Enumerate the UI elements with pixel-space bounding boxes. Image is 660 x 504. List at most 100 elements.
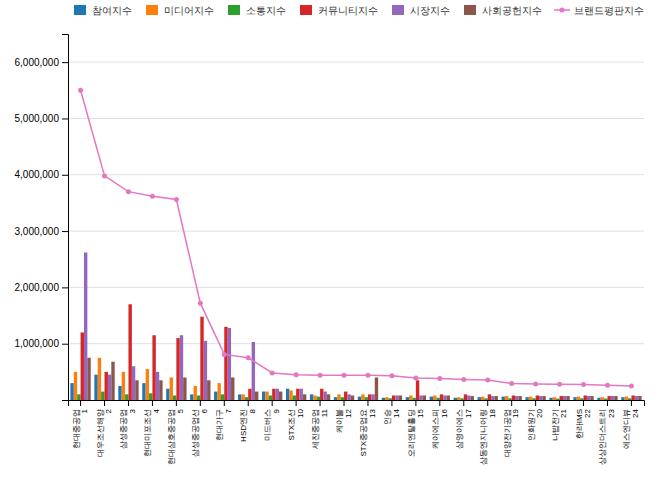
x-tick-label-line: STX조선: [287, 409, 296, 441]
bar: [375, 377, 378, 400]
x-tick-label: 미드버스9: [263, 408, 281, 441]
bar: [286, 389, 289, 400]
bar: [262, 392, 265, 400]
bar: [406, 397, 409, 400]
legend-item: 커뮤니티지수: [300, 5, 378, 16]
bar: [392, 395, 395, 400]
legend-swatch: [392, 5, 404, 15]
bar: [159, 380, 162, 400]
x-tick-mark: [272, 400, 273, 406]
x-tick-mark: [631, 400, 632, 406]
bar: [176, 338, 179, 400]
bar: [635, 396, 638, 400]
bar: [443, 395, 446, 400]
bar: [248, 389, 251, 400]
bar: [573, 397, 576, 400]
x-tick-label: 세진중공업11: [311, 408, 329, 449]
legend-item: 참여지수: [74, 5, 132, 16]
x-tick-mark: [439, 400, 440, 406]
bar: [241, 394, 244, 400]
bar: [587, 396, 590, 400]
y-tick: 6,000,000: [15, 57, 69, 68]
x-tick-label-line: 삼동엔지니어링: [479, 409, 488, 465]
y-tick-mark: [62, 231, 68, 232]
x-tick-label-line: 17: [464, 408, 473, 417]
bar: [553, 397, 556, 400]
line-marker: [365, 373, 370, 378]
x-tick-label-line: 현대중공업: [72, 409, 81, 449]
bar: [351, 395, 354, 400]
line-marker: [581, 382, 586, 387]
bar: [190, 394, 193, 400]
legend-item: 시장지수: [392, 5, 450, 16]
legend-label: 소통지수: [246, 5, 286, 16]
legend-label: 브랜드평판지수: [574, 5, 644, 16]
x-tick-label-line: 상상인더스트리: [598, 409, 607, 465]
x-tick-label-line: 15: [416, 408, 425, 417]
legend: 참여지수미디어지수소통지수커뮤니티지수시장지수사회공헌지수브랜드평판지수: [74, 5, 644, 16]
bar: [207, 380, 210, 400]
x-tick-label: 대양전기공업19: [503, 408, 521, 457]
legend-swatch: [300, 5, 312, 15]
x-tick: 에스엔디뷰24: [622, 400, 640, 449]
bar: [183, 377, 186, 400]
bar: [255, 392, 258, 400]
x-tick: 대우조선해양2: [96, 400, 114, 457]
bar: [563, 396, 566, 400]
bar: [385, 397, 388, 400]
bar: [197, 395, 200, 400]
x-tick-label-line: 현대가구: [215, 409, 224, 441]
x-tick-label-line: 3: [128, 408, 137, 413]
bar: [566, 396, 569, 400]
line-marker: [126, 189, 131, 194]
bar: [289, 390, 292, 400]
x-tick-label: STX조선10: [287, 408, 305, 440]
bar: [180, 335, 183, 400]
bar: [584, 395, 587, 400]
bar: [344, 392, 347, 400]
x-tick: 상상인더스트리23: [598, 400, 616, 465]
grid: [68, 62, 644, 344]
bar: [361, 394, 364, 400]
x-tick-label-line: 21: [559, 408, 568, 417]
x-tick-mark: [320, 400, 321, 406]
y-tick-mark: [62, 118, 68, 119]
bar: [395, 395, 398, 400]
x-tick-label: 나밥전기21: [551, 408, 569, 441]
bar-series: [87, 358, 641, 400]
bar: [231, 377, 234, 400]
bar: [74, 372, 77, 400]
bar-series: [74, 358, 628, 400]
x-tick: 삼성중공업3: [119, 400, 137, 449]
bar: [170, 377, 173, 400]
x-tick: 오리엔탈홀딩15: [407, 400, 425, 457]
bar: [122, 372, 125, 400]
y-tick-mark: [62, 344, 68, 345]
bar: [166, 389, 169, 400]
bar: [320, 389, 323, 400]
x-tick: 삼동엔지니어링18: [479, 400, 497, 465]
x-tick-label-line: 6: [200, 408, 209, 413]
marks: [70, 88, 641, 400]
y-tick: 5,000,000: [15, 113, 69, 124]
x-tick-label-line: 8: [248, 408, 257, 413]
bar: [265, 392, 268, 400]
bar: [101, 392, 104, 400]
bar: [631, 395, 634, 400]
bar: [296, 389, 299, 400]
bar: [625, 397, 628, 400]
x-tick-label-line: 오리엔탈홀딩: [407, 409, 416, 457]
x-tick-label: 현대가구7: [215, 408, 233, 441]
grid-line: [68, 231, 644, 232]
x-tick-mark: [535, 400, 536, 406]
line-marker: [605, 383, 610, 388]
x-tick-label: 삼동엔지니어링18: [479, 408, 497, 465]
x-tick: 현대미포조선4: [143, 400, 161, 457]
y-tick-label: 2,000,000: [15, 282, 60, 293]
x-tick: 미드버스9: [263, 400, 281, 441]
x-tick: STX조선10: [287, 400, 305, 441]
y-axis-line: [62, 35, 69, 401]
legend-swatch: [74, 5, 86, 15]
line-marker: [389, 373, 394, 378]
line-marker: [342, 373, 347, 378]
